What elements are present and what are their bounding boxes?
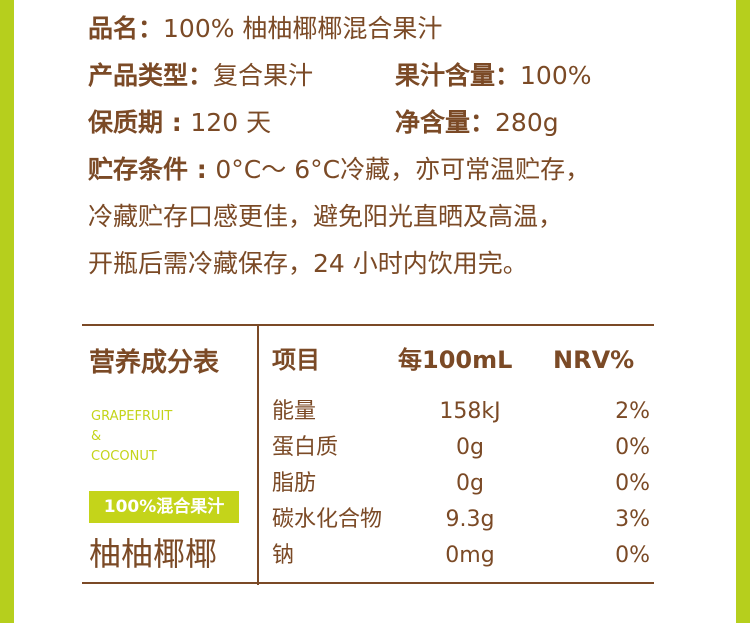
nutrient-nrv: 3% (615, 507, 650, 532)
nutrient-name: 蛋白质 (272, 435, 339, 460)
table-bottom-border (82, 582, 654, 584)
net-content-label: 净含量： (395, 108, 496, 137)
nutrient-amount: 0g (456, 471, 484, 496)
nutrient-name: 碳水化合物 (272, 507, 383, 532)
left-green-border (0, 0, 14, 623)
header-per-100ml: 每100mL (398, 346, 513, 374)
storage-label: 贮存条件 : (88, 155, 216, 184)
product-name-row: 品名：100% 柚柚椰椰混合果汁 (88, 14, 442, 44)
nutrient-amount: 0mg (445, 543, 495, 568)
juice-content-row: 果汁含量：100% (395, 61, 592, 91)
shelf-life-row: 保质期 : 120 天 (88, 108, 271, 138)
header-nrv: NRV% (553, 346, 635, 374)
table-divider (257, 325, 259, 585)
shelf-life-value: 120 天 (190, 108, 272, 137)
storage-line-1: 0°C～ 6°C冷藏，亦可常温贮存， (215, 155, 591, 184)
product-type-row: 产品类型：复合果汁 (88, 61, 313, 91)
product-type-value: 复合果汁 (213, 61, 314, 90)
table-top-border (82, 324, 654, 326)
nutrient-name: 能量 (272, 399, 317, 424)
nutrient-name: 钠 (272, 543, 295, 568)
shelf-life-label: 保质期 : (88, 108, 191, 137)
product-name-value: 100% 柚柚椰椰混合果汁 (163, 14, 443, 43)
product-type-label: 产品类型： (88, 61, 214, 90)
juice-content-value: 100% (520, 61, 592, 90)
nutrient-nrv: 2% (615, 399, 650, 424)
right-green-border (736, 0, 750, 623)
english-name-line-1: GRAPEFRUIT (91, 409, 173, 424)
nutrient-nrv: 0% (615, 435, 650, 460)
net-content-row: 净含量：280g (395, 108, 559, 138)
storage-line-2: 冷藏贮存口感更佳，避免阳光直晒及高温， (88, 202, 564, 231)
nutrient-amount: 0g (456, 435, 484, 460)
nutrient-amount: 9.3g (445, 507, 495, 532)
nutrient-nrv: 0% (615, 471, 650, 496)
product-name-label: 品名： (88, 14, 164, 43)
nutrition-title: 营养成分表 (89, 348, 220, 378)
net-content-value: 280g (495, 108, 559, 137)
product-short-name: 柚柚椰椰 (89, 535, 218, 573)
nutrient-nrv: 0% (615, 543, 650, 568)
english-name-line-3: COCONUT (91, 449, 157, 464)
storage-line-3: 开瓶后需冷藏保存，24 小时内饮用完。 (88, 249, 528, 278)
juice-badge: 100%混合果汁 (89, 491, 239, 523)
english-name-line-2: & (91, 429, 102, 444)
juice-content-label: 果汁含量： (395, 61, 521, 90)
nutrient-amount: 158kJ (439, 399, 501, 424)
header-item: 项目 (272, 346, 320, 374)
storage-row: 贮存条件 : 0°C～ 6°C冷藏，亦可常温贮存， (88, 155, 590, 185)
nutrient-name: 脂肪 (272, 471, 317, 496)
